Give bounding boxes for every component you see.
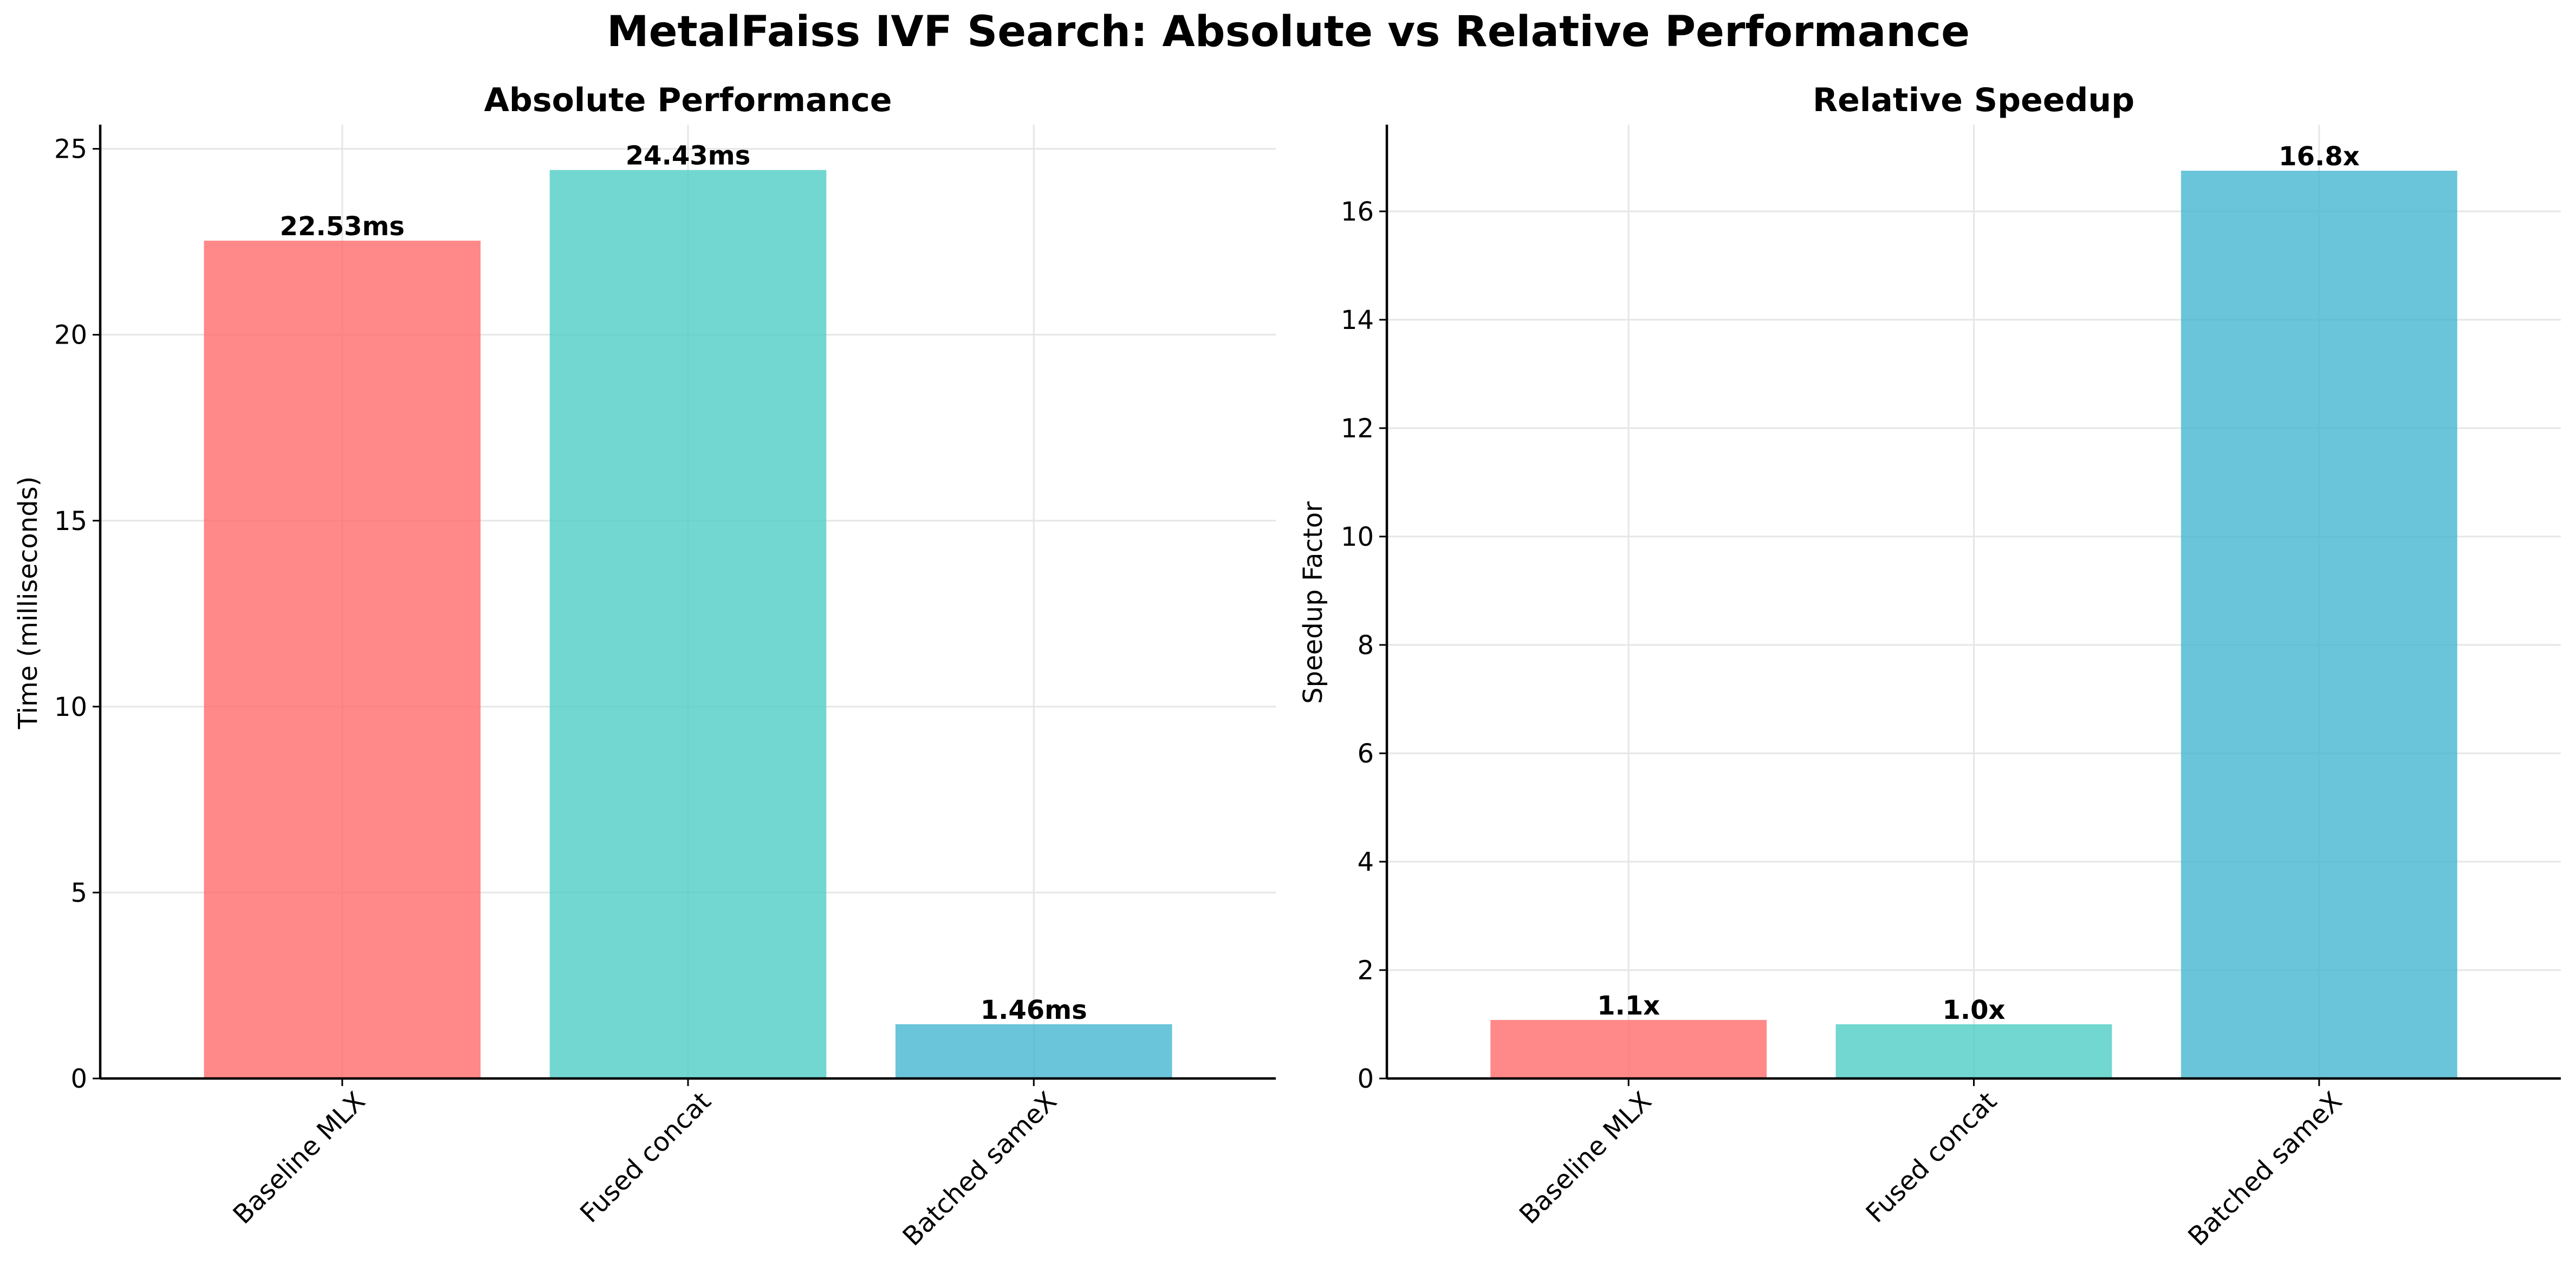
figure-title: MetalFaiss IVF Search: Absolute vs Relat…	[607, 8, 1970, 56]
absolute-x-tick-label-baseline-mlx: Baseline MLX	[228, 1086, 372, 1230]
relative-x-tick-label-fused-concat: Fused concat	[1860, 1086, 2003, 1229]
absolute-y-tick-label: 10	[54, 692, 87, 722]
relative-x-tick-label-baseline-mlx: Baseline MLX	[1514, 1086, 1658, 1230]
absolute-data-label-fused-concat: 24.43ms	[626, 141, 750, 171]
relative-y-tick-label: 10	[1341, 522, 1374, 552]
absolute-y-tick-label: 20	[54, 320, 87, 351]
absolute-x-tick-label-fused-concat: Fused concat	[574, 1086, 717, 1229]
relative-y-tick-label: 12	[1341, 414, 1374, 444]
absolute-bar-batched-samex	[895, 1024, 1172, 1078]
relative-y-tick-label: 4	[1357, 847, 1374, 877]
absolute-y-tick-label: 25	[54, 134, 87, 165]
absolute-data-label-baseline-mlx: 22.53ms	[280, 211, 405, 242]
relative-bar-baseline-mlx	[1490, 1020, 1767, 1078]
relative-data-label-baseline-mlx: 1.1x	[1597, 991, 1660, 1021]
relative-bar-batched-samex	[2181, 171, 2457, 1078]
absolute-y-tick-label: 0	[70, 1064, 87, 1094]
absolute-bar-baseline-mlx	[204, 241, 481, 1078]
relative-speedup-title: Relative Speedup	[1813, 81, 2134, 119]
absolute-data-label-batched-samex: 1.46ms	[981, 995, 1087, 1025]
relative-y-tick-label: 2	[1357, 955, 1374, 986]
absolute-y-tick-label: 5	[70, 878, 87, 908]
relative-y-tick-label: 8	[1357, 630, 1374, 661]
absolute-performance-title: Absolute Performance	[484, 81, 892, 119]
absolute-bar-fused-concat	[549, 170, 827, 1079]
relative-data-label-batched-samex: 16.8x	[2279, 141, 2359, 172]
absolute-y-tick-label: 15	[54, 506, 87, 537]
relative-y-tick-label: 14	[1341, 305, 1374, 335]
relative-y-tick-label: 6	[1357, 739, 1374, 769]
absolute-performance-y-axis-label: Time (milliseconds)	[13, 476, 43, 729]
relative-y-tick-label: 16	[1341, 197, 1374, 227]
absolute-performance-panel: Absolute Performance Time (milliseconds)…	[13, 81, 1276, 1252]
relative-bar-fused-concat	[1835, 1024, 2112, 1078]
relative-speedup-panel: Relative Speedup Speedup Factor 1.1x 1.0x…	[1298, 81, 2561, 1252]
relative-x-tick-label-batched-samex: Batched sameX	[2182, 1086, 2348, 1252]
relative-y-tick-label: 0	[1357, 1064, 1374, 1094]
relative-speedup-y-axis-label: Speedup Factor	[1298, 501, 1328, 704]
relative-data-label-fused-concat: 1.0x	[1943, 995, 2006, 1025]
absolute-x-tick-label-batched-samex: Batched sameX	[897, 1086, 1063, 1252]
